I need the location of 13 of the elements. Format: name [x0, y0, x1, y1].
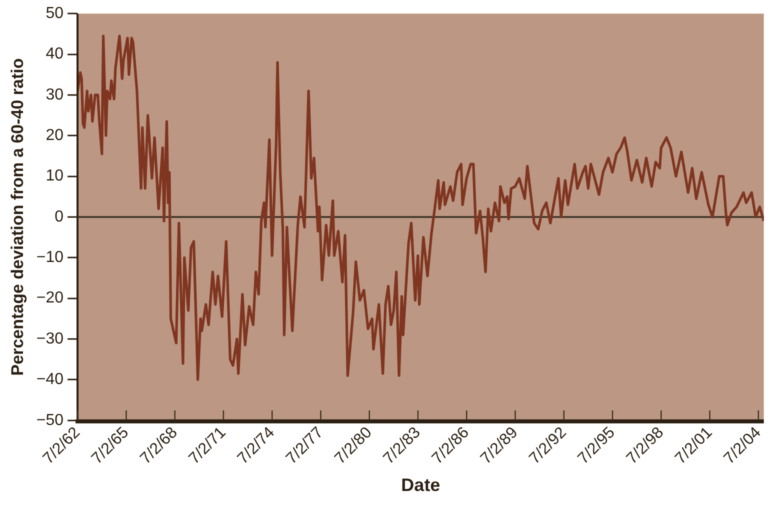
y-tick-label: 40: [46, 46, 64, 63]
y-tick-label: 20: [46, 127, 64, 144]
y-tick-label: −10: [36, 249, 64, 266]
y-tick-label: 10: [46, 168, 64, 185]
y-tick-label: −20: [36, 290, 64, 307]
y-tick-label: −40: [36, 371, 64, 388]
x-axis-title: Date: [401, 475, 440, 496]
y-tick-label: −50: [36, 412, 64, 429]
y-tick-label: −30: [36, 330, 64, 348]
y-axis-title: Percentage deviation from a 60-40 ratio: [8, 58, 27, 376]
y-tick-label: 0: [54, 208, 64, 226]
y-tick-label: 50: [46, 5, 64, 22]
y-tick-label: 30: [46, 86, 64, 104]
